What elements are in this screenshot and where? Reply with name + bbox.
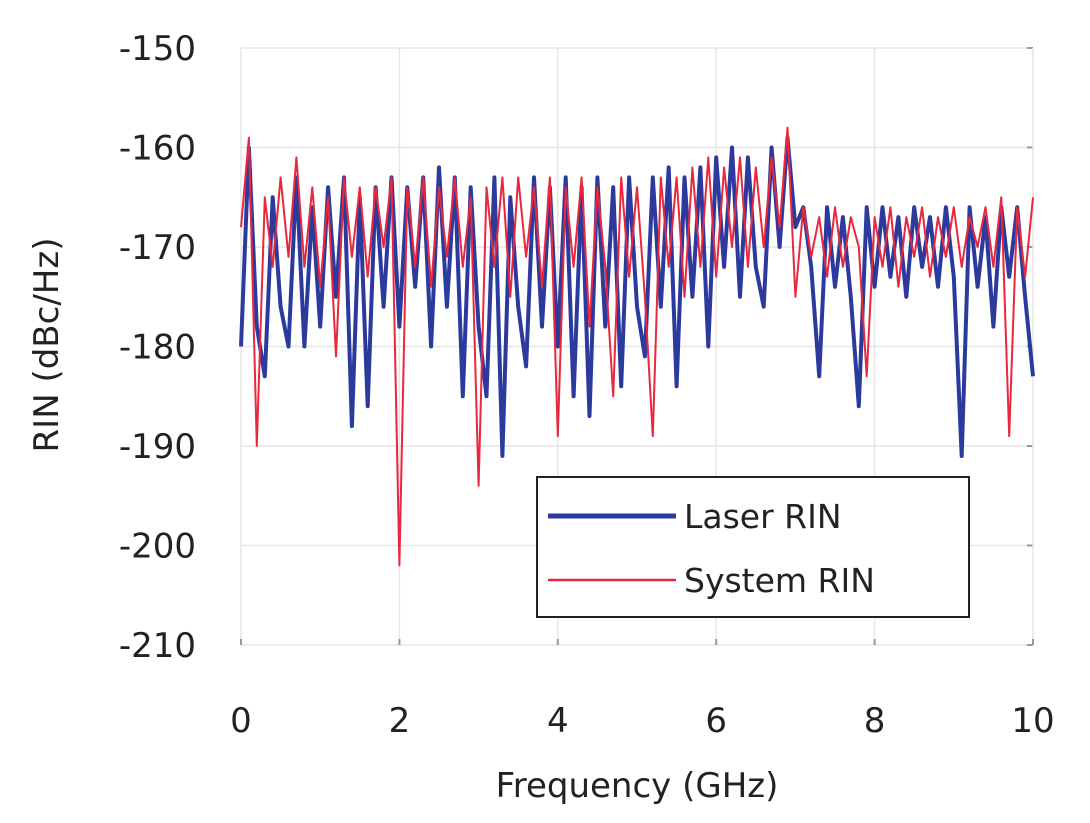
x-axis-label: Frequency (GHz) [496, 766, 779, 806]
x-tick-label: 2 [389, 701, 411, 741]
y-tick-label: -200 [119, 527, 196, 567]
series-lines [239, 126, 1035, 567]
x-tick-label: 0 [230, 701, 252, 741]
y-tick-label: -180 [119, 328, 196, 368]
legend: Laser RIN System RIN [536, 476, 970, 618]
x-tick-label: 6 [705, 701, 727, 741]
y-tick-labels: -150 -160 -170 -180 -190 -200 -210 [119, 29, 196, 666]
x-tick-label: 4 [547, 701, 569, 741]
y-tick-label: -210 [119, 626, 196, 666]
x-tick-labels: 0 2 4 6 8 10 [230, 701, 1054, 741]
legend-label-laser-rin: Laser RIN [684, 497, 842, 536]
legend-box [536, 476, 970, 618]
legend-label-system-rin: System RIN [684, 561, 875, 600]
y-tick-label: -160 [119, 129, 196, 169]
series-line-system-rin [240, 126, 1034, 567]
x-tick-label: 10 [1011, 701, 1054, 741]
y-tick-label: -190 [119, 427, 196, 467]
y-axis-label: RIN (dBc/Hz) [27, 238, 67, 453]
series-line-laser-rin [239, 135, 1035, 458]
x-tick-label: 8 [864, 701, 886, 741]
y-tick-label: -150 [119, 29, 196, 69]
y-tick-label: -170 [119, 228, 196, 268]
